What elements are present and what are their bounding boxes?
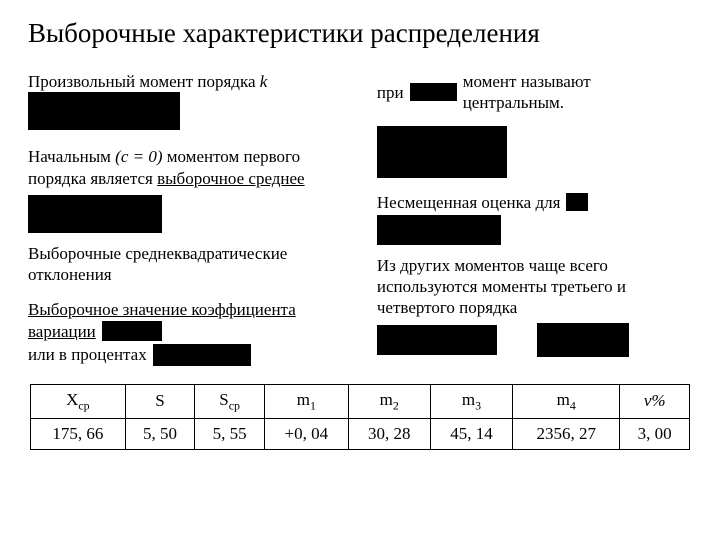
redact-right-box2 bbox=[377, 215, 501, 245]
right-p3-a: Из других моментов чаще всего bbox=[377, 256, 608, 275]
redact-right-inline2 bbox=[566, 193, 588, 211]
left-p4-c: или в процентах bbox=[28, 344, 147, 365]
right-column: при момент называют центральным. Несмеще… bbox=[377, 71, 692, 366]
table-header-row: Xср S Sср m1 m2 m3 m4 v% bbox=[31, 384, 690, 418]
left-p3-b: отклонения bbox=[28, 265, 112, 284]
right-box3-row bbox=[377, 323, 692, 357]
left-p3-a: Выборочные среднеквадратические bbox=[28, 244, 287, 263]
left-p2-b: (с = 0) bbox=[115, 147, 162, 166]
left-p2-d: порядка является bbox=[28, 169, 157, 188]
col-m3: m3 bbox=[430, 384, 512, 418]
table-row: 175, 66 5, 50 5, 55 +0, 04 30, 28 45, 14… bbox=[31, 419, 690, 450]
left-p1: Произвольный момент порядка k bbox=[28, 71, 359, 92]
redact-left-1 bbox=[28, 92, 180, 130]
stats-table: Xср S Sср m1 m2 m3 m4 v% 175, 66 5, 50 5… bbox=[30, 384, 690, 450]
redact-left-2 bbox=[28, 195, 162, 233]
page-title: Выборочные характеристики распределения bbox=[28, 18, 692, 49]
col-m2: m2 bbox=[348, 384, 430, 418]
left-p1-text: Произвольный момент порядка bbox=[28, 72, 260, 91]
left-p1-k: k bbox=[260, 72, 268, 91]
col-m1: m1 bbox=[264, 384, 348, 418]
redact-right-box3a bbox=[377, 325, 497, 355]
left-p2: Начальным (с = 0) моментом первого поряд… bbox=[28, 146, 359, 189]
right-p2: Несмещенная оценка для bbox=[377, 192, 692, 213]
left-p4-b: вариации bbox=[28, 321, 96, 342]
redact-right-box3b bbox=[537, 323, 629, 357]
left-p4: Выборочное значение коэффициента вариаци… bbox=[28, 299, 359, 366]
left-p4-a: Выборочное значение коэффициента bbox=[28, 300, 296, 319]
cell-m3: 45, 14 bbox=[430, 419, 512, 450]
right-p1-a: при bbox=[377, 82, 404, 103]
left-p2-c: моментом первого bbox=[163, 147, 301, 166]
redact-cv-pct bbox=[153, 344, 251, 366]
right-p1: при момент называют центральным. bbox=[377, 71, 692, 114]
cell-vpct: 3, 00 bbox=[620, 419, 690, 450]
left-p3: Выборочные среднеквадратические отклонен… bbox=[28, 243, 359, 286]
left-p2-e: выборочное среднее bbox=[157, 169, 305, 188]
cell-xcp: 175, 66 bbox=[31, 419, 126, 450]
right-p3-b: используются моменты третьего и bbox=[377, 277, 626, 296]
col-m4: m4 bbox=[513, 384, 620, 418]
right-p1-b: момент называют центральным. bbox=[463, 71, 692, 114]
left-column: Произвольный момент порядка k Начальным … bbox=[28, 71, 359, 366]
right-p3-c: четвертого порядка bbox=[377, 298, 517, 317]
content-region: Произвольный момент порядка k Начальным … bbox=[28, 71, 692, 366]
redact-right-box1 bbox=[377, 126, 507, 178]
col-vpct: v% bbox=[620, 384, 690, 418]
cell-m1: +0, 04 bbox=[264, 419, 348, 450]
cell-m4: 2356, 27 bbox=[513, 419, 620, 450]
cell-m2: 30, 28 bbox=[348, 419, 430, 450]
col-scp: Sср bbox=[195, 384, 265, 418]
col-s: S bbox=[125, 384, 195, 418]
cell-s: 5, 50 bbox=[125, 419, 195, 450]
cell-scp: 5, 55 bbox=[195, 419, 265, 450]
right-p3: Из других моментов чаще всего используют… bbox=[377, 255, 692, 319]
right-p2-a: Несмещенная оценка для bbox=[377, 192, 561, 213]
redact-right-inline1 bbox=[410, 83, 457, 101]
left-p2-a: Начальным bbox=[28, 147, 115, 166]
col-xcp: Xср bbox=[31, 384, 126, 418]
redact-cv-inline bbox=[102, 321, 162, 341]
